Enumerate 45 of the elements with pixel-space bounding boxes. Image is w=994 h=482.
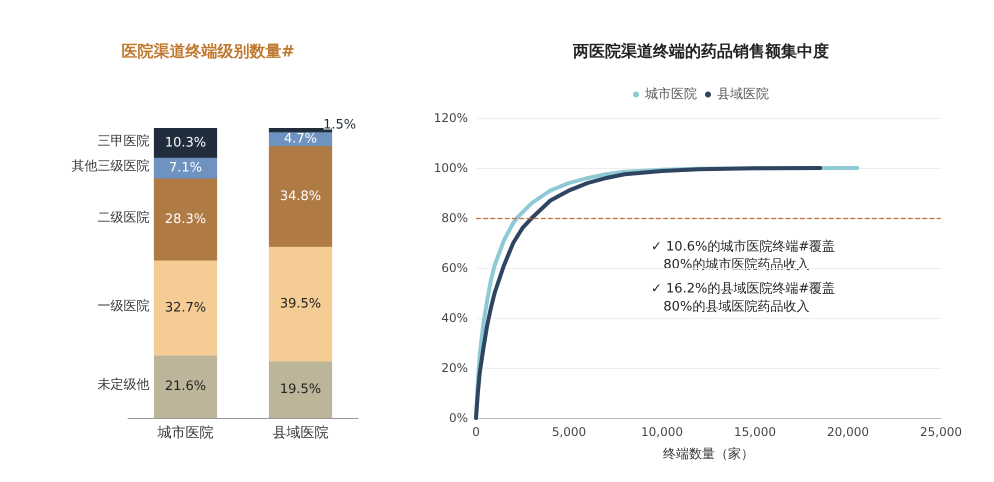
y-tick-label: 0%: [448, 411, 468, 425]
chart-title: 两医院渠道终端的药品销售额集中度: [572, 42, 829, 60]
legend-label: 县域医院: [717, 87, 769, 102]
bar: [154, 355, 218, 418]
bar: [154, 158, 218, 178]
bar: [268, 128, 332, 132]
y-tick-label: 80%: [441, 211, 468, 225]
y-tick-label: 40%: [441, 311, 468, 325]
x-tick-label: 20,000: [827, 425, 869, 439]
chart-title: 医院渠道终端级别数量#: [121, 42, 295, 60]
y-tick-label: 100%: [434, 161, 468, 175]
series-label: 二级医院: [98, 210, 150, 226]
bar: [268, 246, 332, 362]
annotation: ✓ 16.2%的县域医院终端#覆盖 80%的县域医院药品收入: [651, 280, 836, 314]
data-label: 10.3%: [164, 135, 206, 150]
y-tick-label: 20%: [441, 361, 468, 375]
x-tick-label: 5,000: [552, 425, 586, 439]
data-label: 4.7%: [284, 132, 318, 147]
data-label: 1.5%: [323, 118, 356, 133]
y-tick-label: 60%: [441, 261, 468, 275]
bar: [154, 178, 218, 261]
data-label: 28.3%: [164, 212, 206, 227]
legend-label: 城市医院: [644, 87, 697, 102]
x-tick-label: 0: [472, 425, 480, 439]
data-label: 39.5%: [280, 296, 322, 312]
data-label: 21.6%: [164, 379, 206, 394]
bar: [154, 260, 218, 356]
y-tick-label: 120%: [434, 111, 468, 125]
x-tick-label: 25,000: [920, 425, 962, 439]
x-tick-label: 10,000: [641, 425, 683, 439]
x-tick-label: 15,000: [734, 425, 776, 439]
data-label: 34.8%: [280, 188, 322, 204]
x-axis-title: 终端数量（家）: [663, 446, 754, 462]
data-label: 32.7%: [164, 300, 206, 316]
series-label: 一级医院: [98, 298, 150, 314]
series-label: 三甲医院: [98, 134, 150, 149]
data-label: 19.5%: [280, 382, 322, 398]
bar: [268, 361, 332, 418]
x-tick-label: 城市医院: [156, 425, 214, 441]
x-tick-label: 县域医院: [272, 425, 328, 441]
series-label: 其他三级医院: [72, 159, 150, 174]
data-label: 7.1%: [168, 160, 202, 176]
series-label: 未定级他: [98, 378, 150, 393]
bar: [154, 128, 218, 158]
bar: [268, 146, 332, 247]
